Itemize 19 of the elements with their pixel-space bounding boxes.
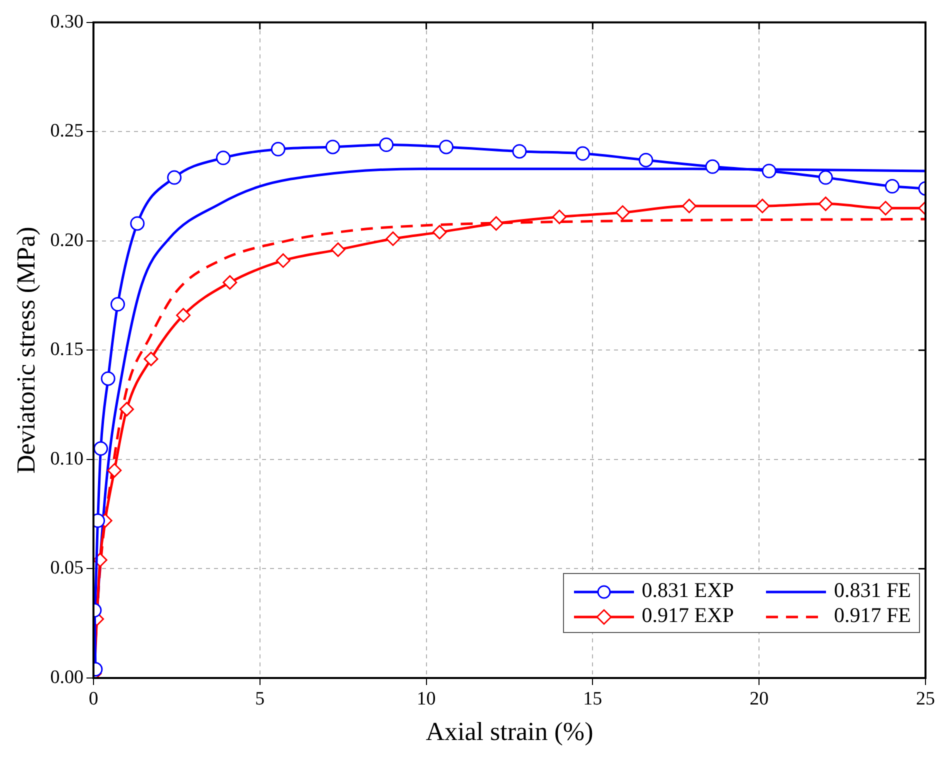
y-tick-label: 0.20	[50, 230, 84, 251]
x-tick-label: 10	[416, 688, 436, 710]
x-axis-title: Axial strain (%)	[426, 717, 594, 746]
y-tick-label: 0.25	[50, 120, 84, 142]
x-tick-label: 20	[750, 688, 769, 710]
y-tick-label: 0.00	[50, 666, 84, 688]
y-tick-label: 0.15	[50, 339, 84, 360]
legend-label: 0.831 EXP	[642, 578, 734, 602]
x-tick-label: 5	[255, 688, 265, 710]
legend-label: 0.831 FE	[834, 578, 911, 602]
x-tick-label: 25	[916, 688, 935, 710]
y-tick-label: 0.10	[50, 448, 84, 470]
y-tick-label: 0.05	[50, 558, 84, 579]
x-tick-label: 15	[583, 688, 602, 710]
x-tick-label: 0	[88, 688, 98, 710]
y-tick-label: 0.30	[50, 11, 84, 32]
y-axis-title: Deviatoric stress (MPa)	[11, 226, 40, 474]
legend-label: 0.917 EXP	[642, 603, 734, 627]
legend-label: 0.917 FE	[834, 603, 911, 627]
